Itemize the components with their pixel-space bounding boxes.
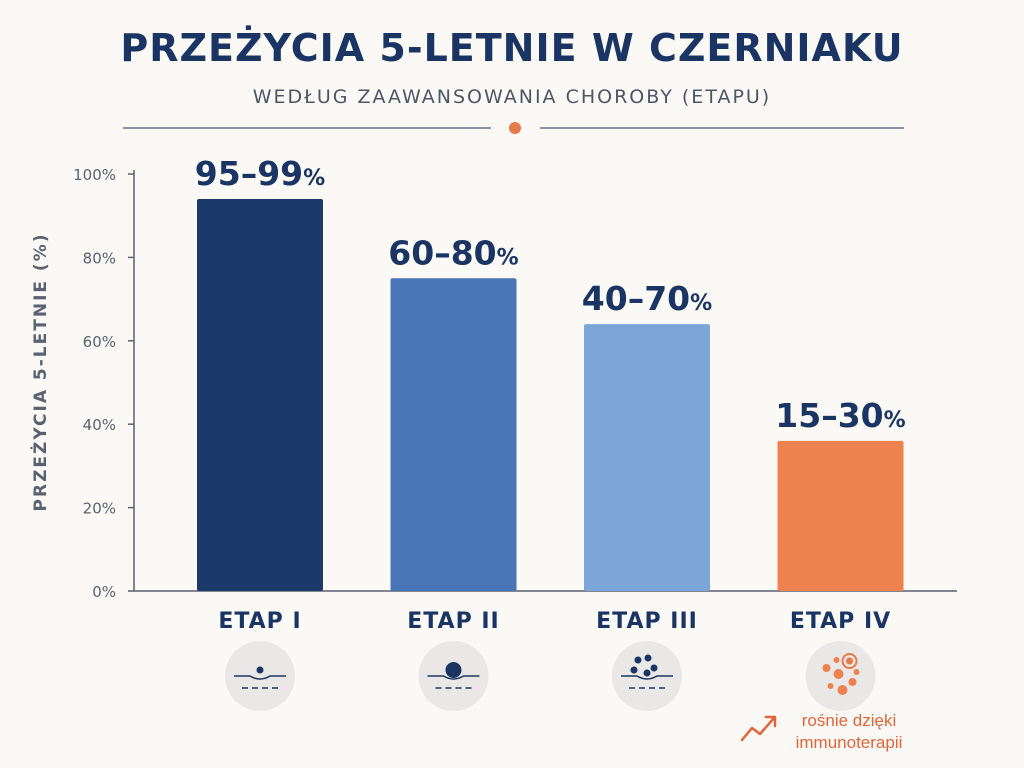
bar-value-label: 15–30% (775, 396, 905, 435)
skin-layer-glyph (621, 675, 673, 689)
bar-value-label: 60–80% (388, 233, 518, 272)
title-divider-dot (509, 122, 521, 134)
metastasis-spot (837, 685, 848, 695)
skin-layer-glyph (427, 675, 480, 689)
chart-subtitle: WEDŁUG ZAAWANSOWANIA CHOROBY (ETAPU) (252, 86, 772, 108)
title-divider-right (540, 127, 904, 129)
lesion-large-dot (445, 662, 462, 678)
lesion-cluster-dot (643, 669, 651, 677)
bar-2 (390, 278, 517, 591)
skin-surface-small-dot-icon (225, 641, 295, 711)
lesion-cluster-dot (634, 656, 642, 664)
lesion-cluster-dot (650, 664, 658, 672)
metastasis-ring (841, 653, 858, 669)
y-axis-label: PRZEŻYCIA 5-LETNIE (%) (29, 233, 51, 512)
metastasis-spot (846, 657, 853, 665)
lesion-cluster-dot (630, 666, 638, 674)
lesion-cluster-dot (644, 654, 652, 662)
trend-up-arrow-icon (740, 715, 777, 742)
y-tick-label: 80% (83, 249, 116, 267)
immunotherapy-note: rośnie dzięki immunoterapii (784, 710, 914, 754)
chart-title: PRZEŻYCIA 5-LETNIE W CZERNIAKU (120, 26, 904, 70)
metastasis-spot (833, 669, 844, 679)
y-tick-label: 60% (83, 333, 116, 351)
y-tick-label: 100% (73, 166, 116, 184)
y-tick-label: 0% (92, 583, 116, 601)
x-tick-label: ETAP IV (790, 609, 891, 634)
y-tick-label: 20% (83, 500, 116, 518)
bar-value-label: 40–70% (582, 279, 712, 318)
y-tick-label: 40% (83, 416, 116, 434)
lesion-small-dot (256, 666, 264, 674)
metastasis-spot (848, 678, 857, 686)
metastasis-spot (827, 683, 834, 689)
skin-layer-glyph (234, 675, 286, 689)
title-divider-left (123, 127, 491, 129)
metastasis-spot (833, 657, 840, 663)
note-line-1: rośnie dzięki (801, 711, 897, 730)
bar-value-label: 95–99% (195, 154, 325, 193)
metastasis-spot (853, 669, 860, 675)
x-tick-label: ETAP II (407, 609, 500, 634)
x-tick-label: ETAP I (218, 609, 301, 634)
x-tick-label: ETAP III (596, 609, 698, 634)
bar-4 (777, 440, 904, 591)
bar-1 (197, 199, 323, 591)
bar-3 (584, 324, 710, 591)
metastasis-spot (822, 664, 831, 672)
note-line-2: immunoterapii (795, 733, 903, 752)
